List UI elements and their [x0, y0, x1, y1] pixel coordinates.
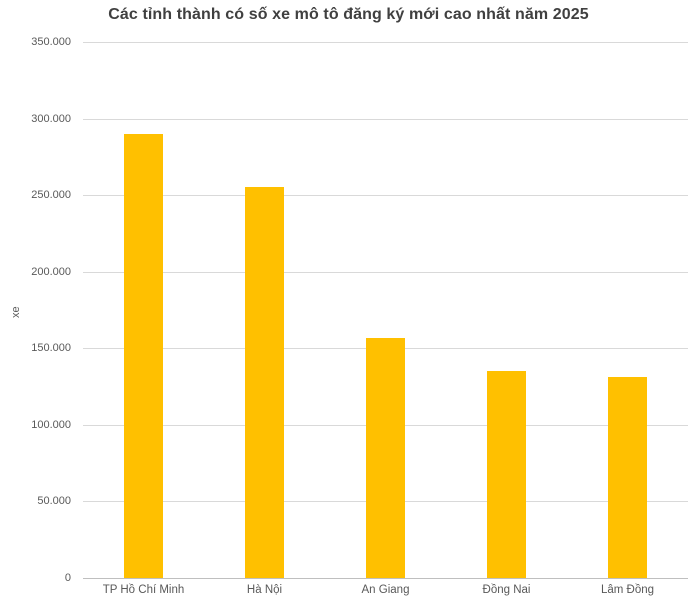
y-axis-tick-label: 150.000: [31, 342, 71, 354]
x-axis-line: [83, 578, 688, 579]
bar: [124, 134, 163, 578]
gridline: [83, 272, 688, 273]
bar: [366, 338, 405, 578]
x-axis-category-label: Lâm Đồng: [600, 584, 655, 596]
bar: [245, 187, 284, 578]
y-axis-tick-label: 200.000: [31, 266, 71, 278]
bar: [487, 371, 526, 578]
x-axis-category-label: Hà Nội: [246, 584, 283, 596]
y-axis-title: xe: [10, 306, 22, 318]
gridline: [83, 119, 688, 120]
x-axis-category-label: An Giang: [361, 584, 410, 596]
y-axis-tick-label: 250.000: [31, 189, 71, 201]
bar: [608, 377, 647, 578]
x-axis-category-label: Đồng Nai: [482, 584, 531, 596]
y-axis-tick-label: 50.000: [37, 495, 71, 507]
y-axis-tick-label: 0: [64, 572, 71, 584]
gridline: [83, 195, 688, 196]
x-axis-category-label: TP Hồ Chí Minh: [102, 584, 185, 596]
gridline: [83, 42, 688, 43]
y-axis-tick-label: 350.000: [31, 36, 71, 48]
y-axis-tick-label: 300.000: [31, 113, 71, 125]
y-axis-tick-label: 100.000: [31, 419, 71, 431]
chart-title: Các tỉnh thành có số xe mô tô đăng ký mớ…: [108, 6, 589, 23]
